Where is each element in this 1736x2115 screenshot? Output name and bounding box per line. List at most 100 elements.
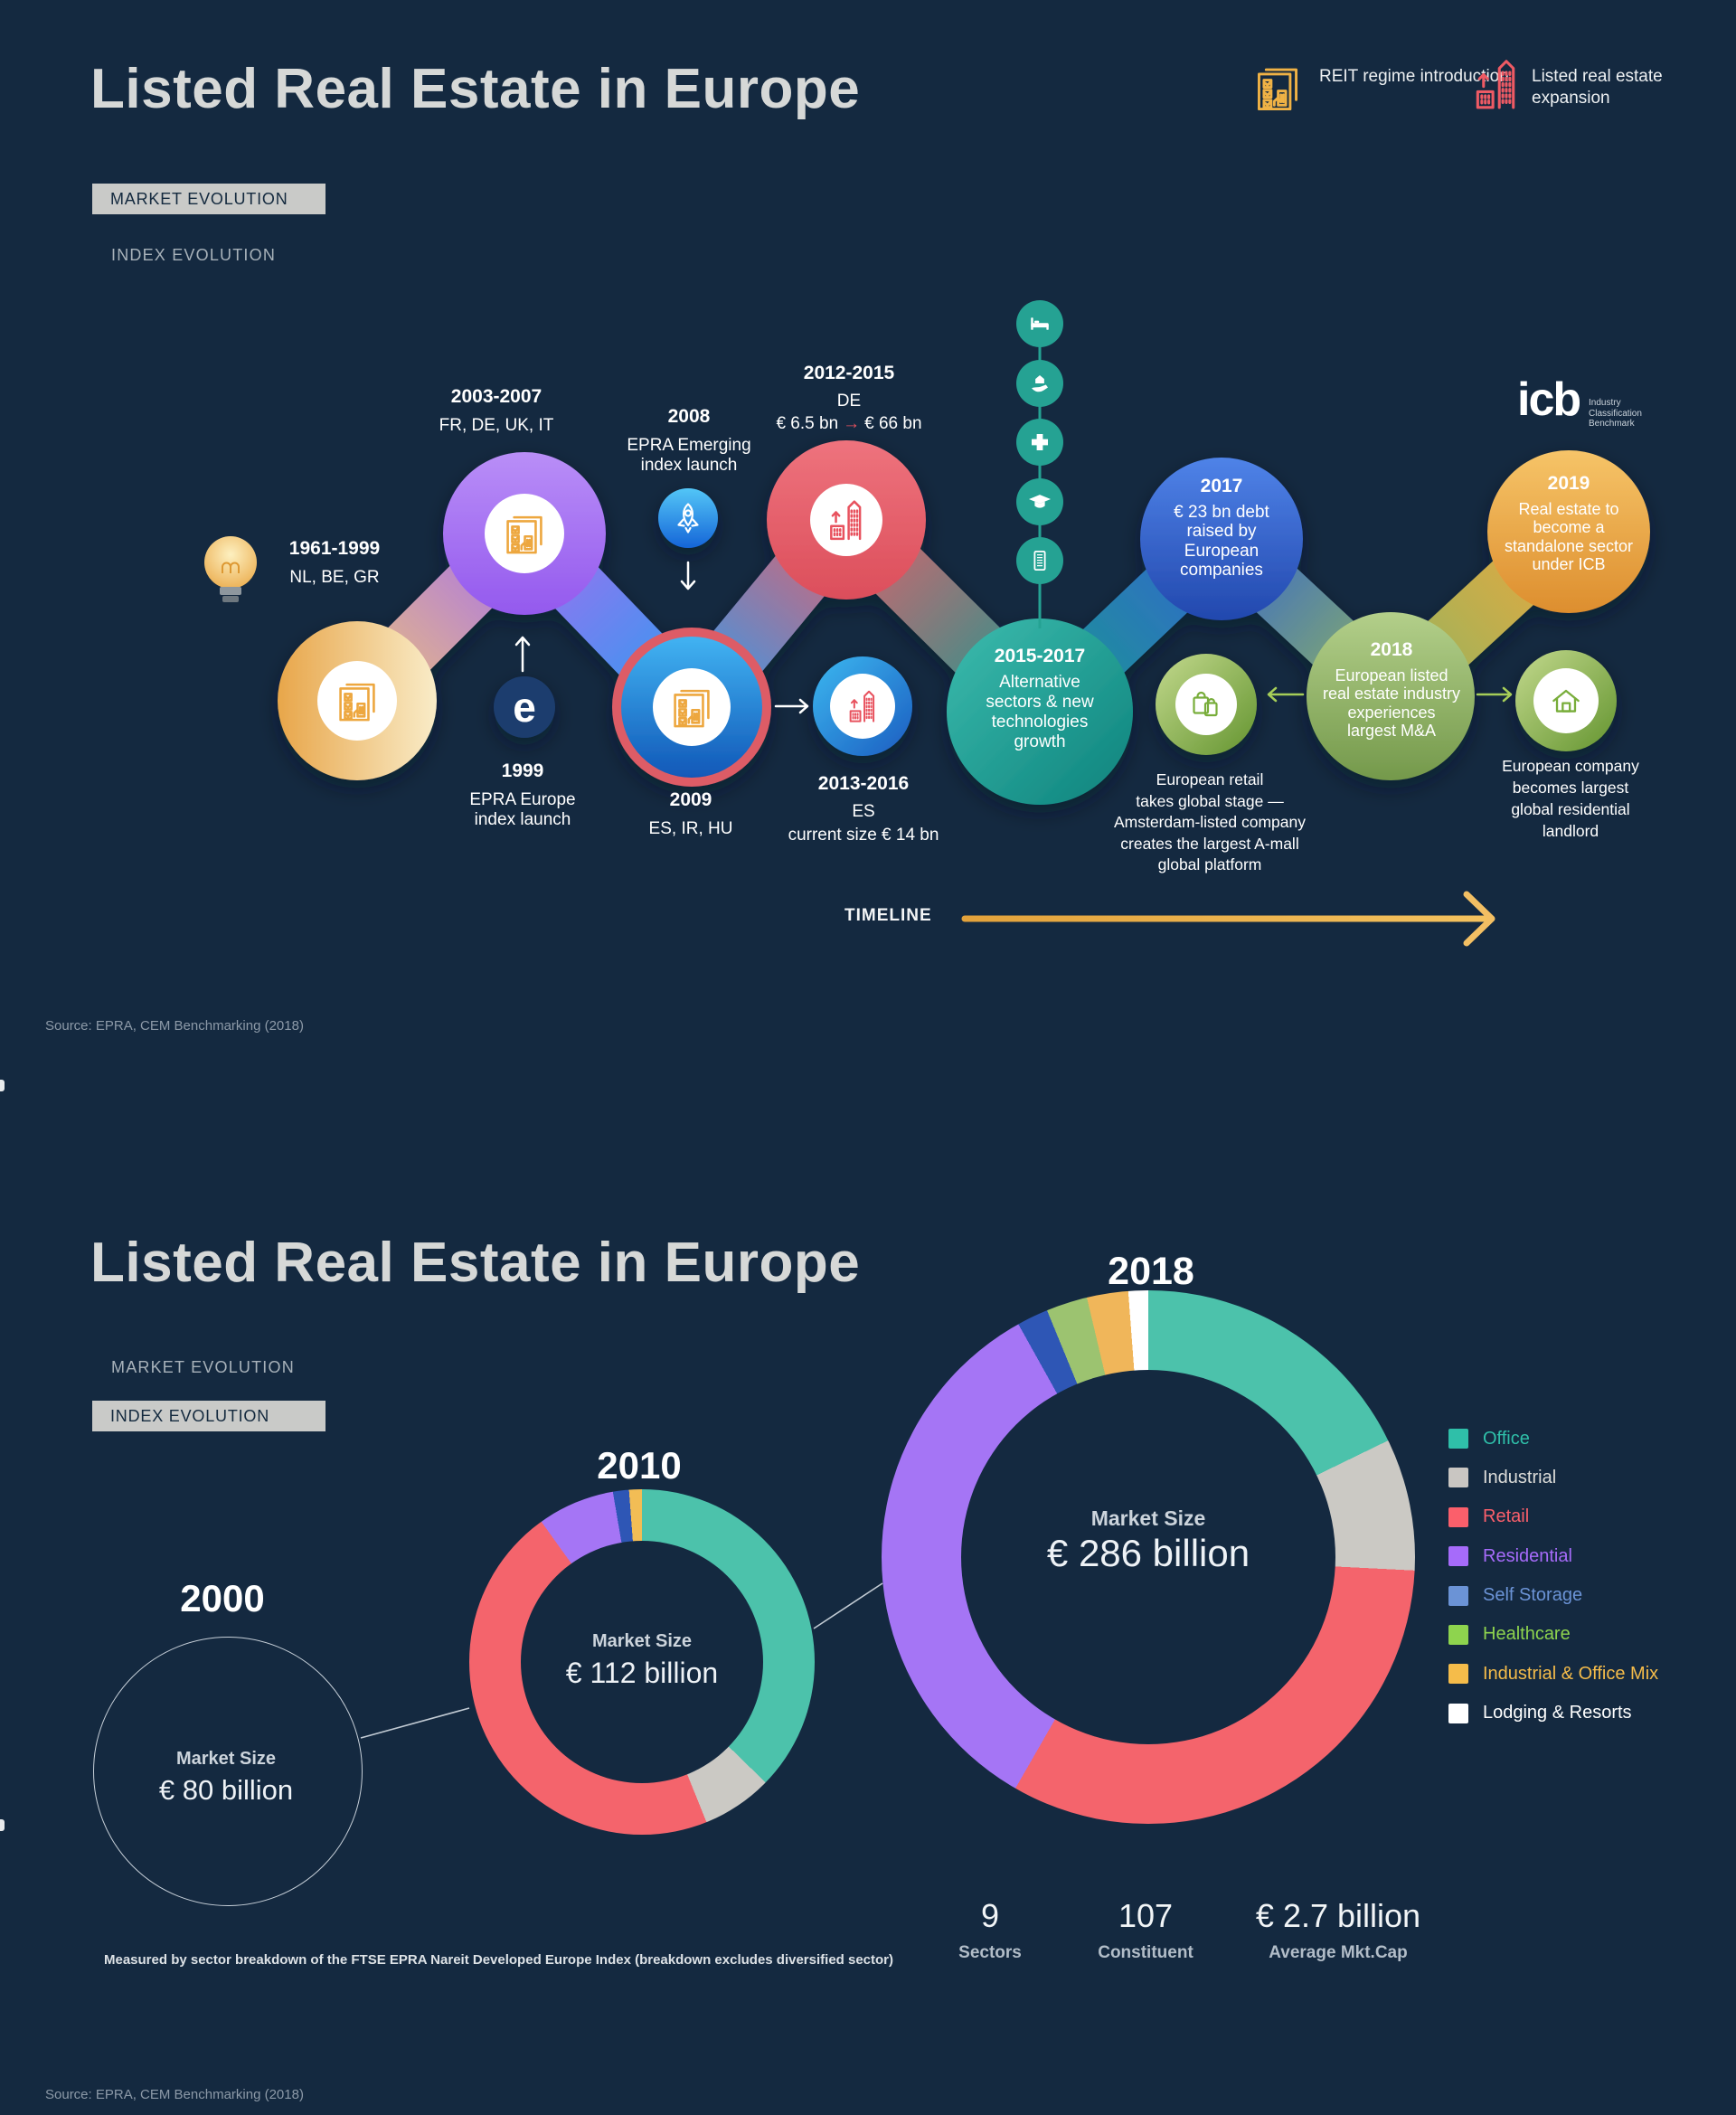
stat-label: Sectors <box>958 1943 1022 1962</box>
arrow-down-icon <box>680 561 696 590</box>
source-note-2: Source: EPRA, CEM Benchmarking (2018) <box>45 2087 304 2102</box>
edge-artifact <box>0 1080 5 1091</box>
tab-index-evolution-2[interactable]: INDEX EVOLUTION <box>92 1401 326 1431</box>
legend-swatch <box>1448 1624 1468 1645</box>
node-2008-circle <box>658 488 718 548</box>
event-desc-line: growth <box>1014 732 1066 751</box>
event-desc-line: experiences <box>1347 703 1436 722</box>
event-2012: 2012-2015 DE € 6.5 bn → € 66 bn <box>776 363 921 435</box>
event-year: 2009 <box>669 789 712 810</box>
event-desc-line: Alternative <box>999 673 1080 692</box>
chart-2000-circle <box>93 1637 363 1906</box>
event-year: 2015-2017 <box>994 646 1086 666</box>
timeline-graphic: e <box>204 60 1650 947</box>
node-2015-circle <box>947 618 1133 805</box>
legend-item-retail: Retail <box>1448 1506 1658 1527</box>
event-year: 2018 <box>1370 639 1413 660</box>
legend-item-residential: Residential <box>1448 1546 1658 1567</box>
page-title-2: Listed Real Estate in Europe <box>90 1232 861 1294</box>
event-desc-line: become a <box>1533 518 1605 536</box>
icb-logo-subtext: Industry Classification Benchmark <box>1589 398 1642 429</box>
event-2009: 2009 ES, IR, HU <box>649 789 733 839</box>
event-year: 2019 <box>1547 473 1590 494</box>
event-desc-line: European <box>1184 541 1260 561</box>
reit-icon <box>1258 68 1297 111</box>
event-desc: ES, IR, HU <box>648 818 733 838</box>
event-year: 2017 <box>1200 476 1243 496</box>
event-desc-line: Real estate to <box>1518 499 1619 518</box>
event-2019: 2019 Real estate to become a standalone … <box>1504 473 1634 574</box>
event-desc-line: European listed <box>1335 666 1448 685</box>
legend-swatch <box>1448 1506 1468 1527</box>
chart-2010-donut <box>469 1489 815 1835</box>
arrow-right-green-icon <box>1476 686 1513 703</box>
tab-market-evolution-2[interactable]: MARKET EVOLUTION <box>111 1358 295 1376</box>
legend-swatch <box>1448 1546 1468 1567</box>
chart-2018-label: Market Size <box>1090 1506 1206 1530</box>
legend-item-industrial: Industrial <box>1448 1468 1658 1488</box>
tab-market-evolution[interactable]: MARKET EVOLUTION <box>92 184 326 214</box>
event-year: 1961-1999 <box>288 538 381 559</box>
legend-reit-line2: introduction <box>1420 67 1509 86</box>
stat-label: Average Mkt.Cap <box>1269 1943 1408 1962</box>
alt-sectors-chain <box>1016 300 1063 628</box>
page-title: Listed Real Estate in Europe <box>90 58 861 120</box>
lightbulb-icon <box>204 536 257 602</box>
chart-2018-year: 2018 <box>1108 1250 1194 1293</box>
event-desc-line: index launch <box>474 810 571 830</box>
arrow-left-green-icon <box>1267 686 1305 703</box>
event-desc-line: under ICB <box>1532 555 1606 573</box>
event-2008: 2008 EPRA Emerging index launch <box>627 406 750 477</box>
value-from: € 6.5 bn <box>776 414 839 434</box>
legend-expansion-line1: Listed real <box>1532 67 1611 86</box>
legend-item-lodging-resorts: Lodging & Resorts <box>1448 1703 1658 1723</box>
event-2017: 2017 € 23 bn debt raised by European com… <box>1174 477 1269 581</box>
event-desc-line: raised by <box>1186 522 1257 541</box>
event-desc-line: standalone sector <box>1504 536 1634 555</box>
event-desc-line: technologies <box>991 713 1089 732</box>
event-1999: 1999 EPRA Europe index launch <box>469 760 575 831</box>
listed-expansion-icon <box>1476 60 1515 109</box>
chart-2010-year: 2010 <box>597 1444 682 1487</box>
legend-item-self-storage: Self Storage <box>1448 1585 1658 1606</box>
stat-constituent: 107 Constituent <box>1098 1897 1194 1963</box>
legend-reit-line1: REIT regime <box>1319 67 1416 86</box>
event-desc-line: EPRA Europe <box>469 789 576 809</box>
event-year: 2008 <box>667 406 711 427</box>
chart-2000-label: Market Size <box>175 1749 277 1769</box>
event-year: 2012-2015 <box>803 363 895 383</box>
tab-index-evolution[interactable]: INDEX EVOLUTION <box>111 246 277 264</box>
legend-swatch <box>1448 1585 1468 1606</box>
event-desc-line: largest M&A <box>1346 722 1437 740</box>
stat-avg-mktcap: € 2.7 billion Average Mkt.Cap <box>1256 1897 1420 1963</box>
donut-hole <box>521 1541 763 1783</box>
icb-logo: icb <box>1517 373 1581 426</box>
legend-swatch <box>1448 1703 1468 1723</box>
chart-2010-label: Market Size <box>591 1631 693 1651</box>
chart-connector-lines <box>360 1582 883 1739</box>
event-desc-line: companies <box>1180 561 1263 580</box>
legend-swatch <box>1448 1468 1468 1488</box>
donut-hole <box>961 1370 1335 1744</box>
edge-artifact <box>0 1819 5 1831</box>
event-values: € 6.5 bn → € 66 bn <box>776 414 921 434</box>
legend-reit-regime: REIT regime introduction <box>1319 66 1509 88</box>
event-2018: 2018 European listed real estate industr… <box>1322 639 1461 741</box>
footnote: Measured by sector breakdown of the FTSE… <box>104 1952 894 1968</box>
event-desc-line: € 23 bn debt <box>1174 502 1269 522</box>
chart-2010-value: € 112 billion <box>565 1657 719 1689</box>
event-desc-line: EPRA Emerging <box>627 435 751 455</box>
arrow-up-icon <box>514 636 531 673</box>
stat-value: 9 <box>980 1897 1000 1934</box>
source-note: Source: EPRA, CEM Benchmarking (2018) <box>45 1018 304 1034</box>
node-epra-circle <box>494 676 555 738</box>
event-desc-line: real estate industry <box>1322 685 1461 703</box>
sector-legend: Office Industrial Retail Residential Sel… <box>1448 1429 1658 1742</box>
event-year: 1999 <box>501 760 544 781</box>
event-desc-line: index launch <box>640 456 738 476</box>
timeline-arrow-head <box>1463 891 1495 947</box>
chart-2018-value: € 286 billion <box>1046 1532 1250 1574</box>
event-desc: current size € 14 bn <box>788 826 939 845</box>
legend-swatch <box>1448 1664 1468 1685</box>
